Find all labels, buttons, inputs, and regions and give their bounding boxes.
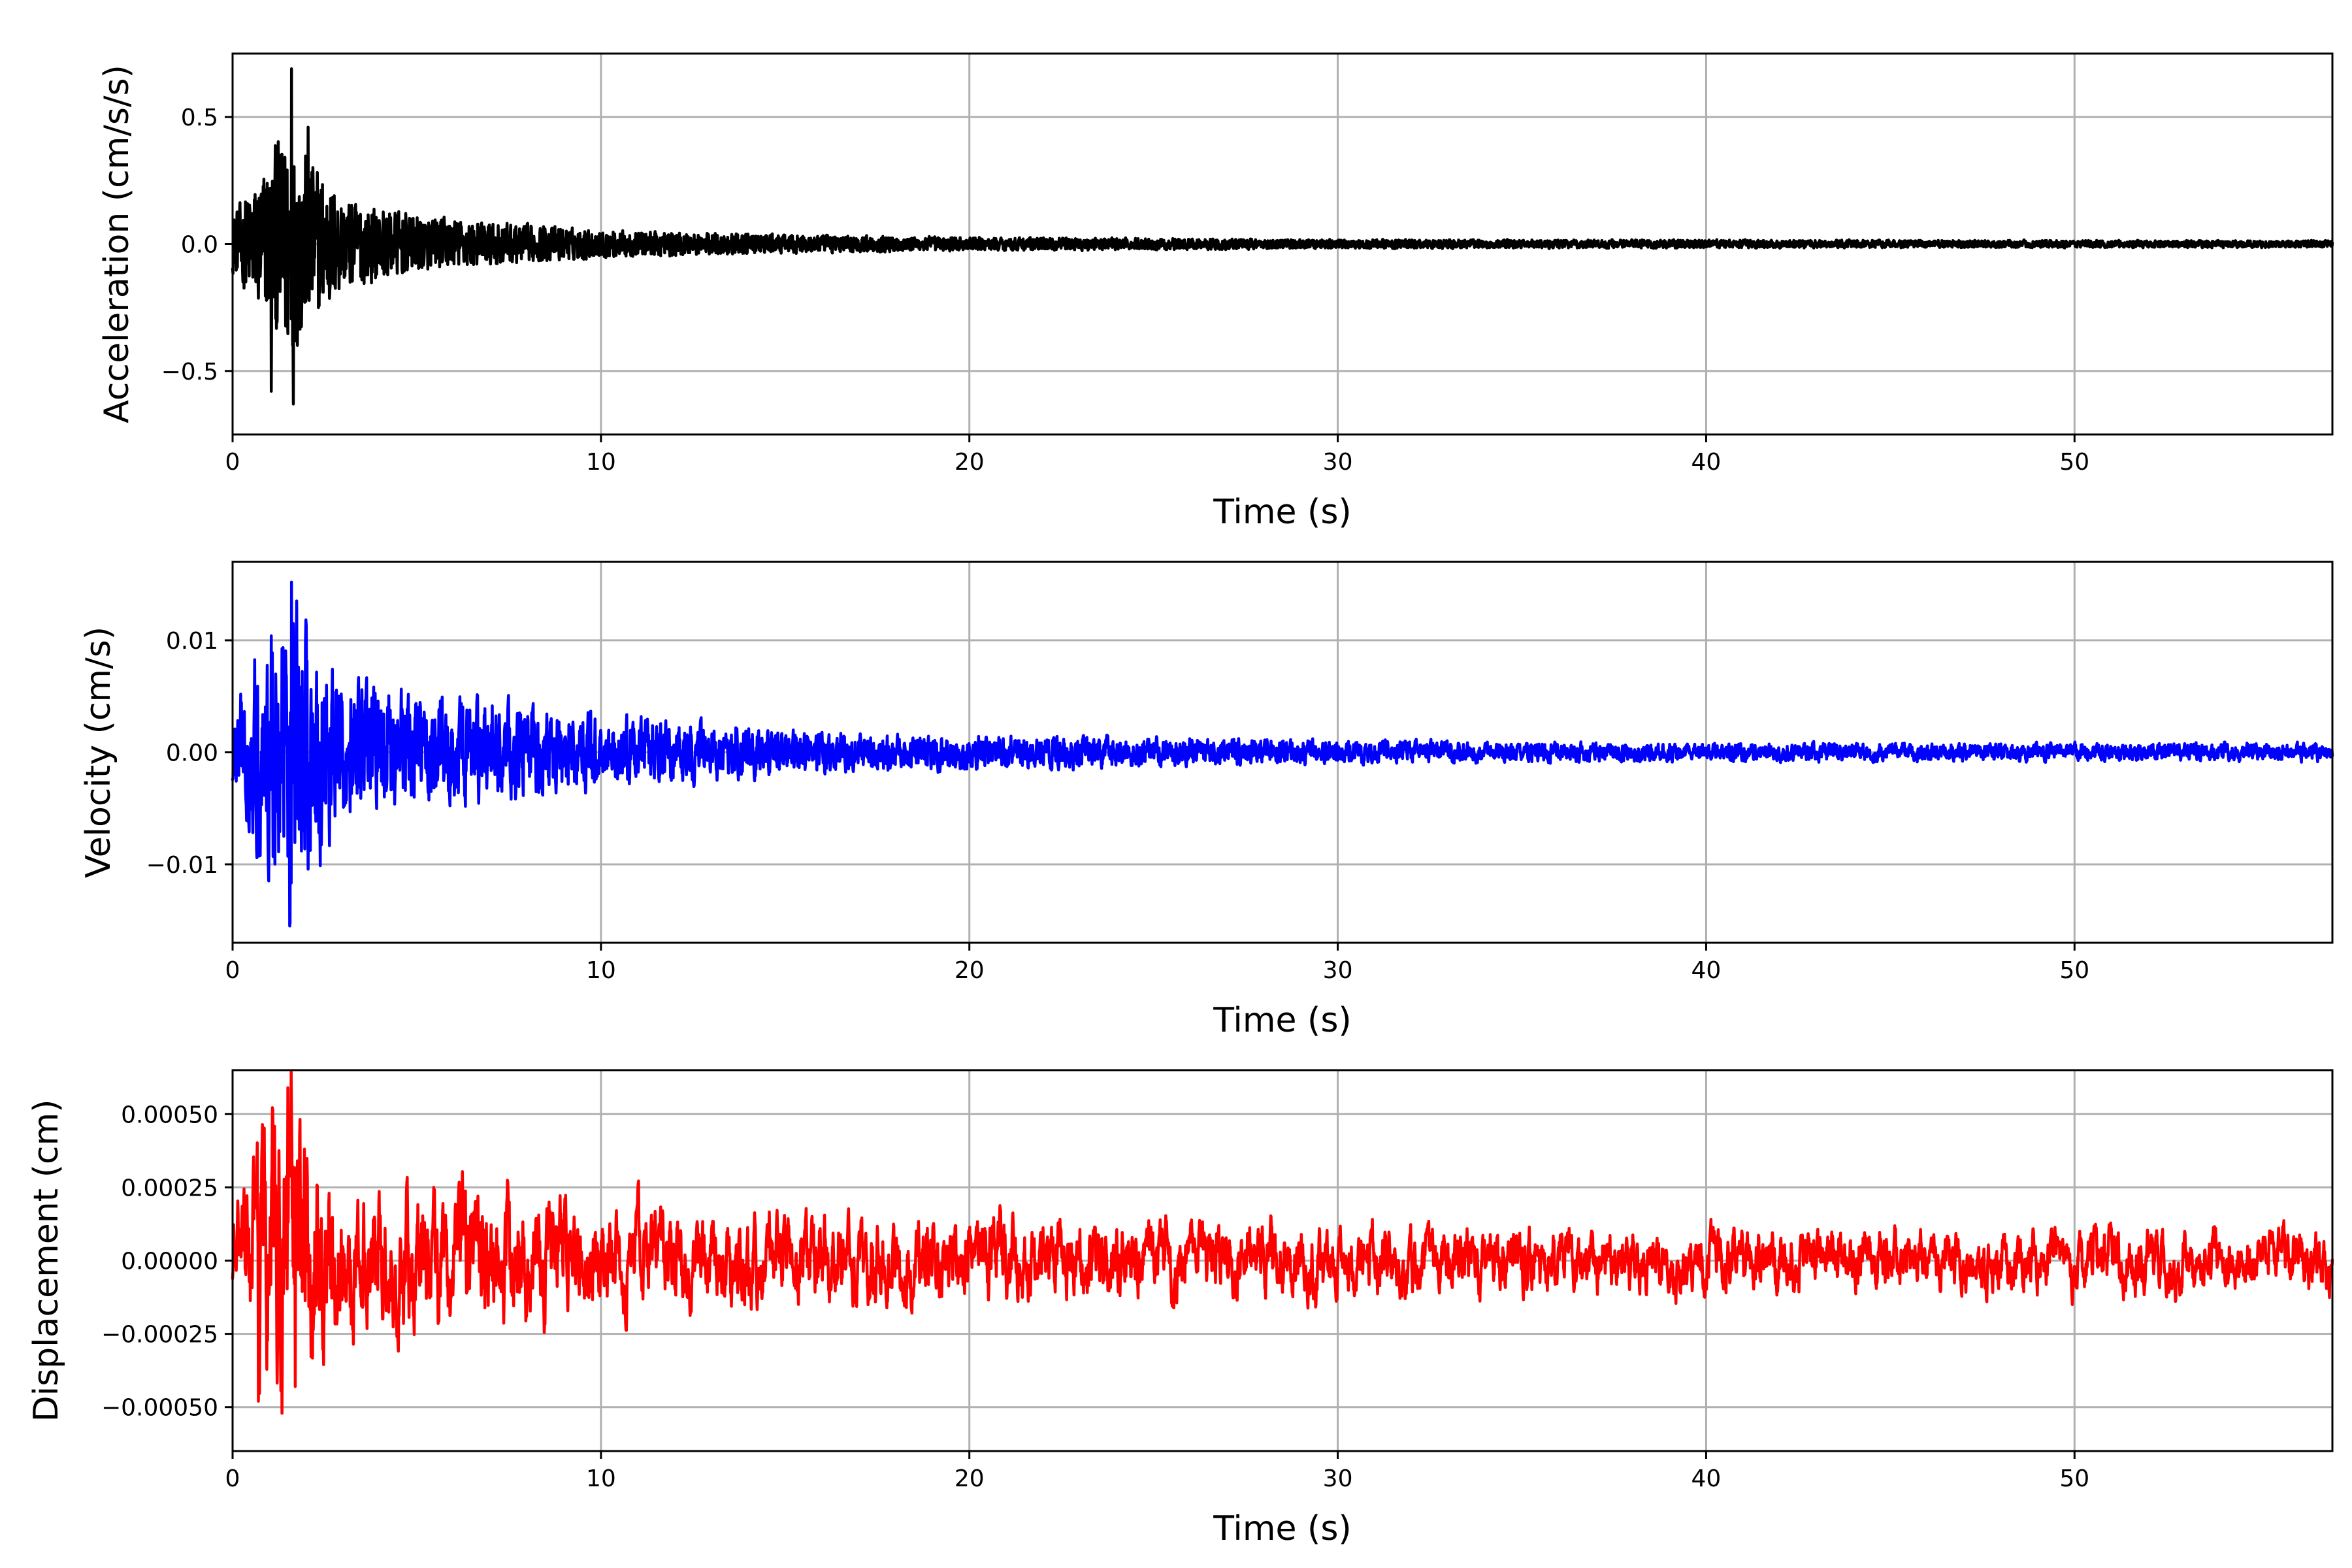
acceleration-y-tick-label: 0.0 [181, 232, 218, 259]
velocity-series-line [231, 580, 2334, 928]
velocity-x-axis-label: Time (s) [1213, 1001, 1351, 1040]
velocity-x-tick-label: 0 [225, 957, 240, 984]
velocity-x-tick-label: 50 [2059, 957, 2089, 984]
velocity-x-tick-label: 30 [1323, 957, 1353, 984]
displacement-x-tick-label: 0 [225, 1465, 240, 1492]
displacement-y-axis-label: Displacement (cm) [27, 1100, 66, 1422]
displacement-panel: 0 10 20 30 40 50 −0.00050 −0.00025 0.00000 0.0002… [27, 1069, 2334, 1548]
displacement-y-tick-label: −0.00050 [101, 1395, 218, 1422]
displacement-x-axis-label: Time (s) [1213, 1509, 1351, 1548]
velocity-panel: 0 10 20 30 40 50 −0.01 0.00 0.01 Time (s) Velocity… [79, 561, 2334, 1040]
velocity-x-tick-label: 40 [1691, 957, 1722, 984]
acceleration-x-tick-label: 0 [225, 449, 240, 476]
acceleration-panel: 0 10 20 30 40 50 −0.5 0.0 0.5 Time (s) Acceleratio… [97, 52, 2334, 532]
velocity-y-tick-label: 0.00 [166, 740, 218, 767]
displacement-x-tick-label: 50 [2059, 1465, 2089, 1492]
displacement-x-tick-label: 10 [586, 1465, 616, 1492]
acceleration-x-tick-label: 10 [586, 449, 616, 476]
displacement-x-tick-label: 20 [955, 1465, 985, 1492]
velocity-y-tick-label: −0.01 [146, 852, 218, 879]
acceleration-x-tick-label: 40 [1691, 449, 1722, 476]
displacement-y-tick-label: −0.00025 [101, 1322, 218, 1348]
acceleration-x-tick-label: 50 [2059, 449, 2089, 476]
acceleration-x-tick-label: 20 [955, 449, 985, 476]
velocity-x-tick-label: 10 [586, 957, 616, 984]
acceleration-series-line [231, 67, 2334, 406]
displacement-x-tick-label: 30 [1323, 1465, 1353, 1492]
displacement-y-tick-label: 0.00050 [121, 1102, 218, 1128]
displacement-series-line [231, 1070, 2334, 1415]
acceleration-y-tick-label: −0.5 [161, 359, 218, 385]
acceleration-y-tick-label: 0.5 [181, 105, 218, 131]
acceleration-x-axis-label: Time (s) [1213, 493, 1351, 532]
velocity-y-tick-label: 0.01 [166, 628, 218, 655]
displacement-x-tick-label: 40 [1691, 1465, 1722, 1492]
velocity-x-tick-label: 20 [955, 957, 985, 984]
acceleration-y-axis-label: Acceleration (cm/s/s) [97, 65, 137, 423]
displacement-y-tick-label: 0.00025 [121, 1175, 218, 1201]
velocity-y-axis-label: Velocity (cm/s) [79, 627, 118, 878]
displacement-y-tick-label: 0.00000 [121, 1249, 218, 1275]
acceleration-x-tick-label: 30 [1323, 449, 1353, 476]
